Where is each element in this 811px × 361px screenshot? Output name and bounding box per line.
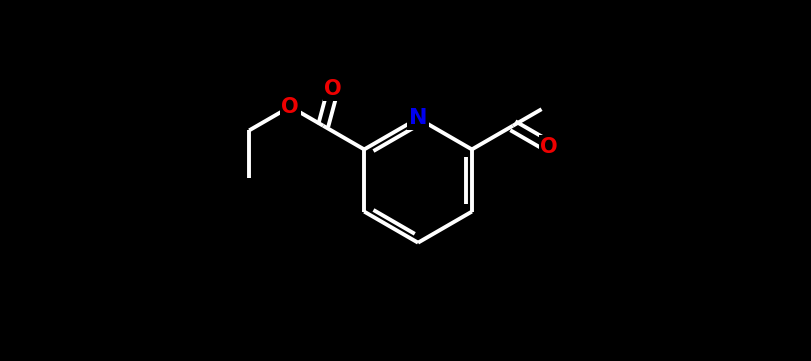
Text: O: O [324, 79, 341, 99]
Text: O: O [539, 137, 557, 157]
Text: O: O [281, 97, 298, 117]
Text: N: N [408, 108, 427, 128]
